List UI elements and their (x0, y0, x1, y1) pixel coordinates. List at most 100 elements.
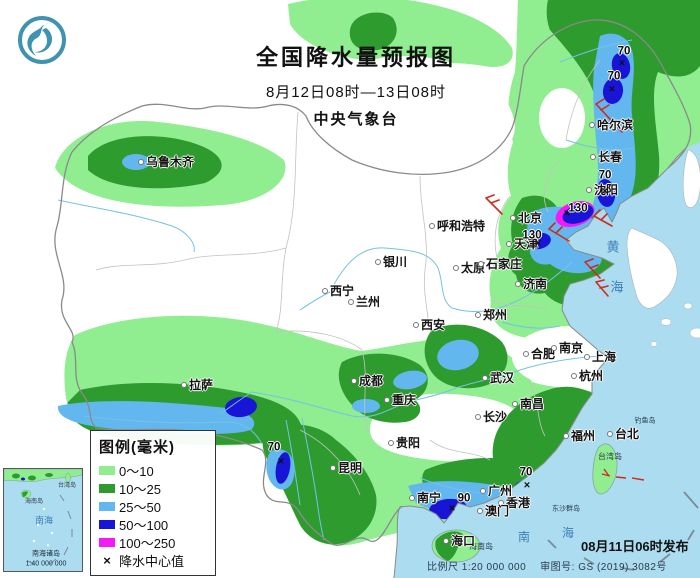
city-dot-icon (180, 382, 187, 388)
city-label-杭州: 杭州 (570, 370, 603, 382)
city-label-福州: 福州 (562, 430, 595, 442)
city-label-银川: 银川 (374, 256, 407, 268)
taiwan-island (592, 443, 618, 495)
legend-item-label: 10～25 (119, 481, 161, 497)
city-dot-icon (570, 373, 577, 379)
city-label-长春: 长春 (589, 151, 622, 163)
map-approval-number: 审图号: GS (2019) 3082号 (540, 562, 667, 573)
city-label-兰州: 兰州 (347, 296, 380, 308)
inset-label: 海南岛 (24, 499, 44, 505)
inset-map-svg (4, 469, 82, 571)
legend-title: 图例(毫米) (99, 439, 175, 456)
city-label-重庆: 重庆 (383, 394, 416, 406)
city-dot-icon (474, 312, 481, 318)
city-dot-icon (562, 433, 569, 439)
legend-item: 10～25 (99, 479, 207, 497)
city-label-合肥: 合肥 (522, 348, 555, 360)
legend-color-chip (99, 537, 115, 547)
precip-band-50-100 (225, 53, 631, 536)
city-dot-icon (321, 288, 328, 294)
precip-center-x-icon: × (601, 185, 609, 198)
precip-center-value: 90 (457, 492, 471, 505)
wind-barb-icons (485, 98, 623, 297)
city-label-澳门: 澳门 (476, 505, 509, 517)
title-block: 全国降水量预报图 8月12日08时—13日08时 中央气象台 (256, 40, 456, 129)
city-label-台北: 台北 (606, 428, 639, 440)
precip-center-value: 70 (617, 45, 631, 58)
south-china-sea-inset: 南海 台湾岛 海南岛 南海诸岛 1:40 000 000 (3, 468, 83, 572)
inset-label: 台湾岛 (57, 483, 77, 489)
coastline (393, 147, 687, 578)
precip-center-value: 70 (607, 70, 621, 83)
precip-center-x-icon: × (448, 502, 456, 515)
city-label-南昌: 南昌 (511, 398, 544, 410)
precip-center-x-icon: × (534, 237, 542, 250)
sea-label: 海 (610, 279, 624, 295)
city-label-长沙: 长沙 (474, 411, 507, 423)
city-label-石家庄: 石家庄 (477, 258, 522, 270)
city-label-西宁: 西宁 (321, 285, 354, 297)
rivers (57, 39, 635, 541)
national-border (54, 19, 692, 546)
legend-item: 25～50 (99, 497, 207, 515)
city-label-郑州: 郑州 (474, 309, 507, 321)
sea-label: 海南岛 (469, 542, 493, 551)
city-dot-icon (583, 354, 590, 360)
city-dot-icon (481, 375, 488, 381)
city-dot-icon (477, 261, 484, 267)
city-dot-icon (505, 241, 512, 247)
city-label-呼和浩特: 呼和浩特 (428, 220, 485, 232)
city-label-南宁: 南宁 (408, 492, 441, 504)
city-label-济南: 济南 (514, 278, 547, 290)
cma-logo-icon (16, 14, 68, 66)
precip-center-value: 70 (267, 441, 281, 454)
city-dot-icon (387, 440, 394, 446)
sea-label: 东沙群岛 (552, 504, 580, 513)
legend-color-chip (99, 519, 115, 529)
legend-color-chip (99, 465, 115, 475)
city-dot-icon (550, 345, 557, 351)
city-label-天津: 天津 (505, 238, 538, 250)
city-dot-icon (606, 431, 613, 437)
legend-items: 0～10 10～25 25～50 50～100 100～250 (99, 461, 207, 551)
city-dot-icon (585, 187, 592, 193)
sea-label: 黄 (606, 239, 620, 255)
city-label-昆明: 昆明 (329, 462, 362, 474)
sea (394, 142, 700, 578)
precip-center-x-icon: × (523, 479, 531, 492)
legend-item: 50～100 (99, 515, 207, 533)
precip-center-x-icon: × (608, 83, 616, 96)
sea-dash-lines (547, 491, 699, 571)
issue-time: 08月11日06时发布 (581, 539, 689, 554)
city-dot-icon (442, 538, 449, 544)
legend-item-label: 0～10 (119, 463, 154, 479)
map-scale-and-approval: 比例尺 1:20 000 000 审图号: GS (2019) 3082号 (427, 558, 681, 573)
city-label-武汉: 武汉 (481, 372, 514, 384)
legend-color-chip (99, 501, 115, 511)
legend-center-marker-row: × 降水中心值 (99, 551, 207, 569)
city-dot-icon (408, 495, 415, 501)
city-label-香港: 香港 (497, 497, 530, 509)
precip-center-value: 130 (522, 229, 542, 242)
city-dot-icon (497, 500, 504, 506)
inset-label: 南海 (34, 515, 54, 526)
city-label-乌鲁木齐: 乌鲁木齐 (137, 156, 194, 168)
city-dot-icon (329, 465, 336, 471)
precip-center-x-icon: × (277, 455, 285, 468)
sea-label: 钓鱼岛 (634, 416, 656, 425)
city-label-广州: 广州 (479, 485, 512, 497)
city-dot-icon (509, 215, 516, 221)
city-dot-icon (350, 378, 357, 384)
sea-label: 南 (517, 530, 531, 544)
map-valid-period: 8月12日08时—13日08时 (265, 84, 447, 101)
city-label-贵阳: 贵阳 (387, 437, 420, 449)
city-dot-icon (511, 401, 518, 407)
city-dot-icon (479, 488, 486, 494)
city-dot-icon (452, 265, 459, 271)
precip-center-x-icon: × (563, 207, 571, 220)
city-label-拉萨: 拉萨 (180, 379, 213, 391)
legend-item: 0～10 (99, 461, 207, 479)
city-dot-icon (589, 154, 596, 160)
boundary-dashes (601, 468, 645, 481)
